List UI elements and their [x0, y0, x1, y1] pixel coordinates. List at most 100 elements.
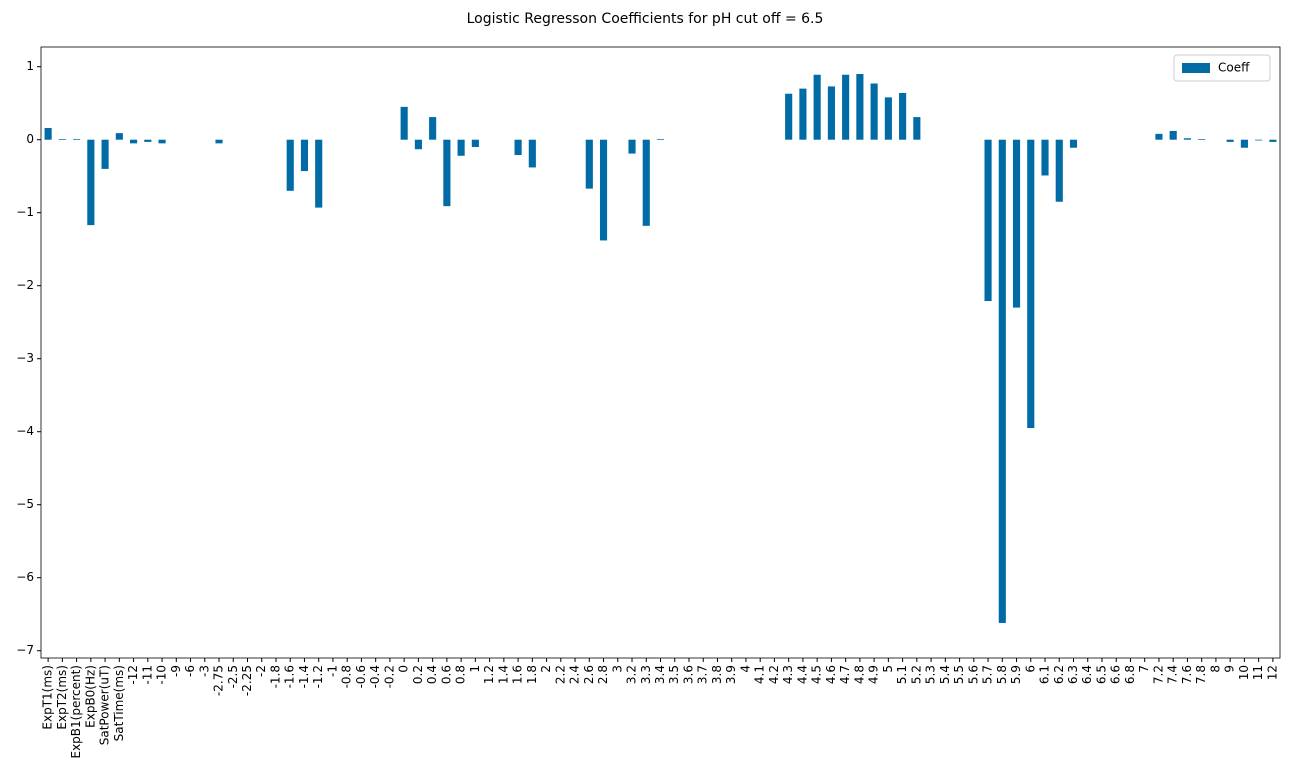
- bar: [58, 138, 66, 140]
- bar: [215, 139, 223, 144]
- x-tick-label: 11: [1251, 665, 1265, 680]
- x-tick-label: SatTime(ms): [112, 665, 126, 741]
- y-tick-label: −7: [16, 643, 34, 657]
- bar: [315, 139, 323, 208]
- x-tick-label: 4.8: [852, 665, 866, 684]
- bar: [429, 117, 437, 140]
- y-tick-label: −1: [16, 205, 34, 219]
- x-tick-label: -9: [169, 665, 183, 677]
- x-tick-label: 5.7: [981, 665, 995, 684]
- x-tick-label: 4.9: [867, 665, 881, 684]
- x-tick-label: -0.6: [354, 665, 368, 688]
- bar: [884, 97, 892, 140]
- x-tick-label: 4.7: [838, 665, 852, 684]
- bar: [44, 128, 52, 140]
- y-tick-label: −6: [16, 570, 34, 584]
- x-tick-label: 9: [1223, 665, 1237, 673]
- x-tick-label: 1.8: [525, 665, 539, 684]
- x-tick-label: 4.5: [810, 665, 824, 684]
- x-tick-label: -1.8: [268, 665, 282, 688]
- bar: [1269, 139, 1277, 142]
- bar: [1183, 138, 1191, 140]
- bar: [443, 139, 451, 207]
- bar: [1255, 139, 1263, 141]
- x-tick-label: -2.75: [212, 665, 226, 696]
- x-tick-label: -6: [183, 665, 197, 677]
- x-tick-label: -1.6: [283, 665, 297, 688]
- bar: [1155, 133, 1163, 140]
- x-tick-label: 2.8: [596, 665, 610, 684]
- x-tick-label: 1.2: [482, 665, 496, 684]
- x-tick-label: 3.6: [681, 665, 695, 684]
- x-tick-label: -0.8: [340, 665, 354, 688]
- x-tick-label: 4.1: [753, 665, 767, 684]
- x-tick-label: 2.4: [568, 665, 582, 684]
- y-tick-label: −4: [16, 424, 34, 438]
- bar: [642, 139, 650, 226]
- x-tick-label: -0.2: [382, 665, 396, 688]
- bar: [286, 139, 294, 191]
- y-tick-label: 1: [26, 59, 34, 73]
- x-tick-label: ExpT2(ms): [55, 665, 69, 730]
- x-tick-label: -1.2: [311, 665, 325, 688]
- bar: [1055, 139, 1063, 202]
- bar: [785, 93, 793, 140]
- y-tick-label: −2: [16, 278, 34, 292]
- x-tick-label: 0.8: [454, 665, 468, 684]
- x-tick-label: -12: [126, 665, 140, 685]
- x-tick-label: -0.4: [368, 665, 382, 688]
- x-tick-label: 5.5: [952, 665, 966, 684]
- bar: [842, 74, 850, 140]
- bar: [1027, 139, 1035, 429]
- x-tick-label: 3: [610, 665, 624, 673]
- bar: [144, 139, 152, 142]
- bar: [414, 139, 422, 150]
- legend-box: [1173, 54, 1271, 82]
- bar: [984, 139, 992, 302]
- x-tick-label: 7.2: [1151, 665, 1165, 684]
- x-tick-label: -1.4: [297, 665, 311, 688]
- x-tick-label: 5.2: [909, 665, 923, 684]
- chart-title: Logistic Regresson Coefficients for pH c…: [467, 11, 824, 27]
- bar: [471, 139, 479, 148]
- x-tick-label: 4: [738, 665, 752, 673]
- x-tick-label: 0.6: [439, 665, 453, 684]
- y-tick-label: −3: [16, 351, 34, 365]
- x-tick-label: -2.5: [226, 665, 240, 688]
- bar: [457, 139, 465, 156]
- x-tick-label: 3.9: [724, 665, 738, 684]
- x-tick-label: ExpT1(ms): [41, 665, 55, 730]
- bar: [628, 139, 636, 154]
- x-tick-label: 4.2: [767, 665, 781, 684]
- bar: [799, 88, 807, 140]
- x-tick-label: 12: [1265, 665, 1279, 680]
- bar: [87, 139, 95, 226]
- x-tick-label: -2.25: [240, 665, 254, 696]
- x-tick-label: 7.4: [1166, 665, 1180, 684]
- x-tick-label: 6.3: [1066, 665, 1080, 684]
- x-tick-label: 6.6: [1109, 665, 1123, 684]
- bar: [1169, 130, 1177, 140]
- x-tick-label: 2.6: [582, 665, 596, 684]
- y-tick-label: −5: [16, 497, 34, 511]
- x-tick-label: 4.4: [795, 665, 809, 684]
- bar: [599, 139, 608, 241]
- bar: [899, 92, 907, 140]
- x-tick-label: 5.9: [1009, 665, 1023, 684]
- bar: [300, 139, 309, 172]
- x-tick-label: 1.4: [496, 665, 510, 684]
- bar: [1012, 139, 1021, 308]
- x-tick-label: 1.6: [511, 665, 525, 684]
- x-tick-label: 3.3: [639, 665, 653, 684]
- x-tick-label: 10: [1237, 665, 1251, 680]
- x-tick-label: -2: [254, 665, 268, 677]
- bar: [856, 74, 864, 140]
- bar: [130, 139, 138, 144]
- bar: [913, 117, 921, 140]
- x-tick-label: 7.8: [1194, 665, 1208, 684]
- bar: [1041, 139, 1049, 176]
- x-tick-label: 3.5: [667, 665, 681, 684]
- x-tick-label: 6.4: [1080, 665, 1094, 684]
- x-tick-label: 8: [1208, 665, 1222, 673]
